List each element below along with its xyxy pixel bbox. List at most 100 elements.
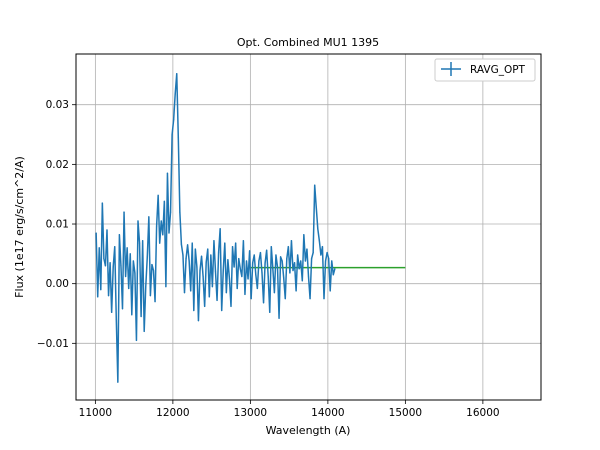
data-point: [111, 311, 113, 313]
data-point: [311, 258, 313, 260]
x-tick-label: 13000: [234, 407, 267, 419]
data-point: [332, 274, 334, 276]
data-point: [264, 262, 266, 264]
data-point: [114, 246, 116, 248]
data-point: [303, 234, 305, 236]
data-point: [281, 260, 283, 262]
data-point: [168, 232, 170, 234]
data-point: [262, 302, 265, 304]
data-point: [126, 247, 128, 249]
data-point: [244, 293, 246, 296]
data-point: [145, 286, 147, 288]
y-tick-label: 0.01: [46, 219, 69, 231]
y-axis-label: Flux (1e17 erg/s/cm^2/A): [13, 156, 26, 298]
data-point: [258, 260, 260, 262]
data-point: [205, 261, 207, 263]
data-point: [109, 262, 111, 264]
data-point: [293, 262, 296, 264]
data-point: [157, 194, 159, 196]
data-point: [140, 315, 142, 318]
data-point: [284, 297, 286, 300]
data-point: [219, 228, 221, 230]
data-point: [231, 246, 234, 248]
data-point: [300, 260, 302, 262]
data-point: [230, 305, 232, 307]
data-point: [224, 242, 226, 244]
data-point: [162, 234, 164, 236]
data-point: [276, 266, 279, 268]
data-point: [176, 73, 178, 75]
data-point: [326, 252, 328, 254]
data-point: [202, 275, 204, 278]
legend-label: RAVG_OPT: [470, 64, 526, 76]
data-point: [317, 228, 319, 230]
data-point: [134, 272, 136, 274]
data-point: [151, 263, 153, 266]
data-point: [188, 260, 190, 262]
data-point: [266, 249, 268, 251]
data-point: [239, 268, 241, 270]
data-point: [278, 317, 280, 319]
data-point: [245, 260, 248, 262]
data-point: [132, 260, 134, 262]
data-point: [312, 252, 314, 254]
data-point: [98, 247, 100, 249]
data-point: [233, 266, 235, 268]
data-point: [120, 265, 122, 267]
data-point: [185, 258, 187, 260]
data-point: [250, 297, 252, 300]
data-point: [106, 229, 108, 231]
data-point: [174, 93, 176, 95]
chart-title: Opt. Combined MU1 1395: [237, 36, 379, 49]
x-tick-label: 16000: [466, 407, 499, 419]
data-point: [314, 184, 316, 186]
x-axis-label: Wavelength (A): [266, 424, 351, 437]
data-point: [318, 240, 320, 242]
data-point: [238, 258, 240, 260]
data-point: [146, 256, 148, 258]
x-axis-ticks: 11000 12000 13000 14000 15000 16000: [79, 400, 500, 419]
data-point: [252, 262, 254, 264]
data-point: [199, 269, 201, 272]
data-point: [100, 289, 102, 291]
x-tick-label: 11000: [79, 407, 112, 419]
data-point: [290, 240, 293, 242]
data-point: [142, 240, 144, 242]
data-point: [148, 216, 150, 218]
data-point: [275, 254, 277, 256]
data-point: [210, 254, 212, 256]
data-point: [236, 287, 238, 290]
data-point: [207, 248, 209, 250]
data-point: [190, 290, 192, 292]
data-point: [321, 246, 324, 248]
data-point: [283, 277, 285, 279]
data-point: [118, 234, 120, 236]
data-point: [307, 275, 310, 278]
data-point: [152, 269, 155, 272]
data-point: [143, 330, 145, 332]
data-point: [304, 260, 306, 262]
data-point: [221, 309, 223, 312]
data-point: [200, 255, 203, 257]
data-point: [204, 305, 206, 307]
data-point: [159, 242, 161, 244]
data-point: [225, 292, 227, 294]
data-point: [295, 290, 297, 292]
data-point: [97, 296, 99, 298]
data-point: [187, 244, 189, 246]
data-point: [297, 254, 299, 256]
data-point: [182, 254, 184, 256]
data-point: [214, 271, 217, 273]
data-point: [169, 211, 172, 213]
data-point: [121, 308, 124, 310]
data-point: [135, 339, 138, 341]
data-point: [213, 240, 215, 242]
data-point: [173, 119, 175, 121]
data-point: [306, 248, 308, 250]
data-point: [104, 265, 107, 267]
data-point: [235, 242, 237, 244]
data-point: [129, 253, 131, 255]
data-point: [323, 297, 325, 300]
data-point: [171, 133, 173, 136]
data-point: [163, 200, 165, 202]
